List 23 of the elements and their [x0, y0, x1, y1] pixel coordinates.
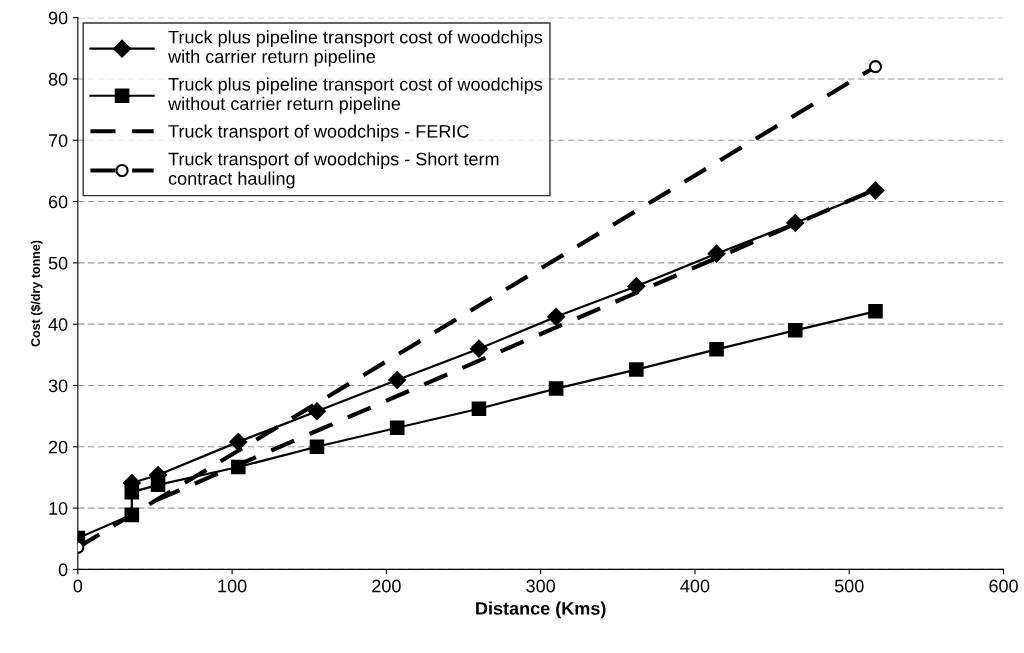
legend-label: Truck plus pipeline transport cost of woodchips without carrier return pipeline	[168, 77, 543, 114]
legend-label: Truck plus pipeline transport cost of woodchips with carrier return pipeline	[168, 30, 543, 67]
y-tick-label: 30	[48, 379, 68, 393]
y-tick-label: 0	[58, 563, 68, 577]
legend-label: Truck transport of woodchips - FERIC	[168, 124, 469, 142]
y-tick-label: 40	[48, 318, 68, 331]
x-tick-label: 0	[73, 579, 83, 593]
legend-label: Truck transport of woodchips - Short term contract hauling	[168, 152, 499, 189]
x-tick-label: 600	[989, 579, 1018, 593]
y-tick-label: 90	[48, 11, 68, 25]
x-tick-label: 400	[680, 579, 710, 593]
y-tick-label: 80	[48, 72, 68, 86]
y-axis-title: Cost ($/dry tonne)	[30, 240, 43, 347]
x-axis-title: Distance (Kms)	[476, 601, 606, 619]
x-tick-label: 500	[834, 579, 864, 593]
x-tick-label: 300	[526, 579, 556, 593]
y-tick-label: 20	[48, 440, 68, 454]
y-tick-label: 10	[49, 502, 68, 515]
y-tick-label: 60	[48, 195, 68, 209]
y-tick-label: 70	[48, 134, 68, 147]
x-tick-label: 200	[372, 579, 401, 593]
x-tick-label: 100	[218, 579, 247, 593]
y-tick-label: 50	[48, 256, 68, 270]
